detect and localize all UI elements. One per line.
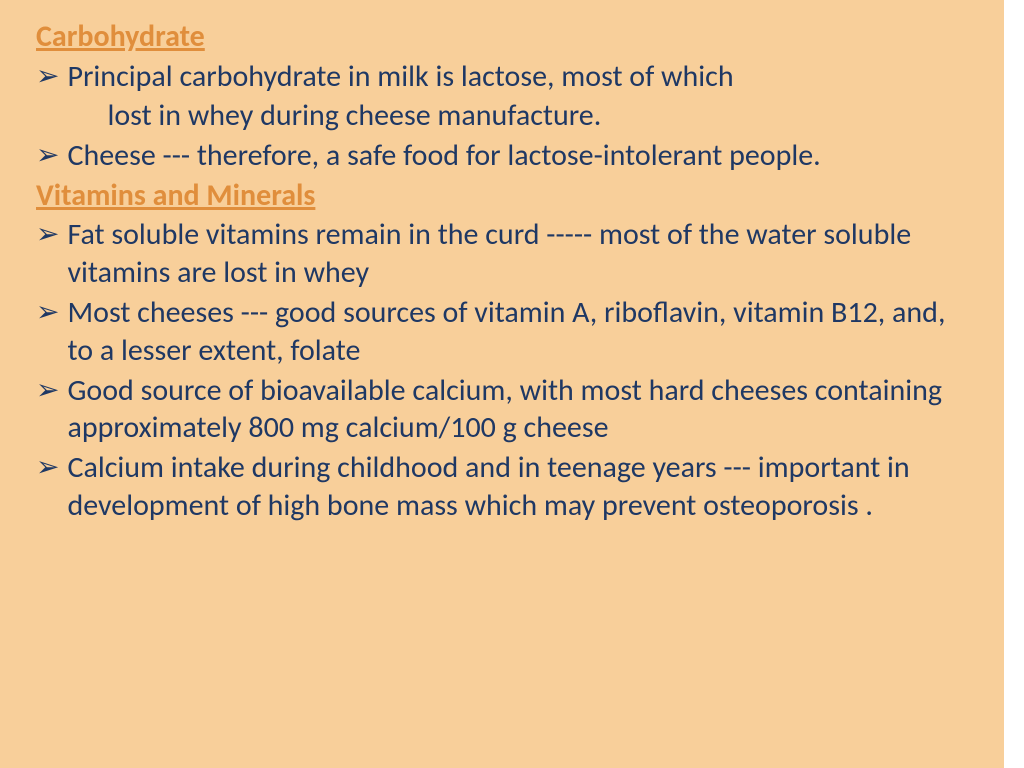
bullet-text: Good source of bioavailable calcium, wit… [67,372,968,448]
arrow-icon: ➢ [36,449,67,485]
bullet-item: ➢ Most cheeses --- good sources of vitam… [36,294,968,370]
bullet-item: ➢ Calcium intake during childhood and in… [36,449,968,525]
bullet-text: Cheese --- therefore, a safe food for la… [67,137,968,175]
arrow-icon: ➢ [36,216,67,252]
heading-carbohydrate: Carbohydrate [36,18,968,56]
bullet-continuation: ➢ lost in whey during cheese manufacture… [36,97,968,135]
bullet-text: Most cheeses --- good sources of vitamin… [67,294,968,370]
bullet-item: ➢ Cheese --- therefore, a safe food for … [36,137,968,175]
slide: Carbohydrate ➢ Principal carbohydrate in… [0,0,1004,768]
bullet-text: lost in whey during cheese manufacture. [67,97,968,135]
bullet-text: Calcium intake during childhood and in t… [67,449,968,525]
arrow-icon: ➢ [36,58,67,94]
bullet-text: Fat soluble vitamins remain in the curd … [67,216,968,292]
bullet-item: ➢ Fat soluble vitamins remain in the cur… [36,216,968,292]
arrow-icon: ➢ [36,137,67,173]
bullet-item: ➢ Good source of bioavailable calcium, w… [36,372,968,448]
bullet-item: ➢ Principal carbohydrate in milk is lact… [36,58,968,96]
heading-vitamins-minerals: Vitamins and Minerals [36,177,968,215]
arrow-icon: ➢ [36,372,67,408]
arrow-icon: ➢ [36,294,67,330]
bullet-text: Principal carbohydrate in milk is lactos… [67,58,968,96]
